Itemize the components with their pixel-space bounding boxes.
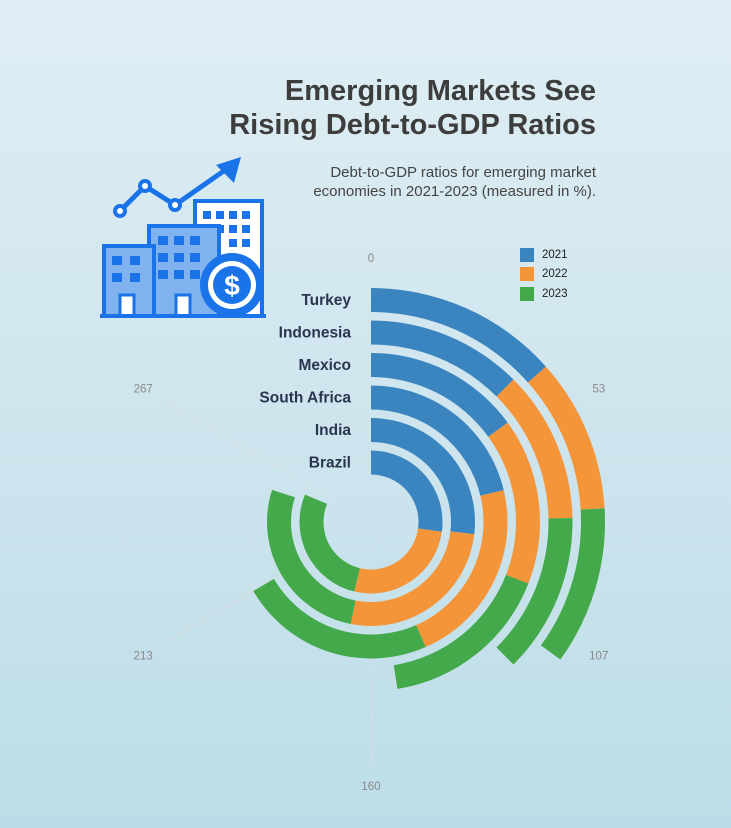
legend-label-2022: 2022 bbox=[542, 268, 568, 281]
bar-segment bbox=[299, 494, 360, 592]
bar-segment bbox=[371, 320, 514, 397]
legend-item-2023: 2023 bbox=[520, 284, 568, 304]
legend-label-2021: 2021 bbox=[542, 248, 568, 261]
bar-segment bbox=[371, 418, 475, 535]
bar-segment bbox=[527, 366, 605, 510]
bar-segment bbox=[267, 489, 356, 625]
bar-segment bbox=[253, 578, 426, 659]
bar-segment bbox=[393, 574, 529, 689]
legend-swatch-2022 bbox=[520, 267, 534, 282]
category-label: Brazil bbox=[309, 455, 351, 472]
axis-tick-label: 160 bbox=[361, 781, 380, 793]
legend-swatch-2023 bbox=[520, 286, 534, 301]
title-line-1: Emerging Markets See bbox=[284, 75, 596, 107]
chart-subtitle: Debt-to-GDP ratios for emerging market e… bbox=[260, 163, 596, 201]
category-label: India bbox=[315, 422, 352, 439]
subtitle-line-2: economies in 2021-2023 (measured in %). bbox=[313, 183, 596, 200]
bar-segment bbox=[354, 528, 442, 594]
axis-tick-label: 213 bbox=[134, 650, 153, 662]
legend: 2021 2022 2023 bbox=[520, 245, 568, 304]
category-label: Turkey bbox=[301, 292, 351, 309]
title-line-2: Rising Debt-to-GDP Ratios bbox=[229, 109, 596, 141]
chart-title: Emerging Markets See Rising Debt-to-GDP … bbox=[180, 74, 596, 142]
bar-segment bbox=[496, 379, 573, 519]
subtitle-line-1: Debt-to-GDP ratios for emerging market bbox=[330, 164, 596, 181]
legend-item-2022: 2022 bbox=[520, 265, 568, 285]
bar-segment bbox=[371, 450, 443, 532]
bar-segment bbox=[540, 508, 605, 660]
axis-tick-label: 0 bbox=[368, 253, 374, 265]
bar-segment bbox=[350, 531, 475, 626]
legend-item-2021: 2021 bbox=[520, 245, 568, 265]
bar-segment bbox=[488, 422, 540, 584]
category-label: Mexico bbox=[298, 357, 351, 374]
svg-text:$: $ bbox=[224, 270, 240, 301]
bar-segment bbox=[416, 490, 508, 648]
legend-label-2023: 2023 bbox=[542, 287, 568, 300]
bar-segment bbox=[371, 288, 546, 383]
category-label: South Africa bbox=[259, 390, 351, 407]
bar-segment bbox=[371, 385, 504, 496]
bar-segment bbox=[371, 353, 508, 437]
axis-tick-label: 53 bbox=[592, 384, 605, 396]
axis-tick-label: 267 bbox=[134, 384, 153, 396]
bar-segment bbox=[496, 518, 573, 665]
axis-line bbox=[160, 398, 329, 498]
legend-swatch-2021 bbox=[520, 247, 534, 262]
economy-buildings-growth-icon: $ bbox=[100, 157, 266, 318]
category-label: Indonesia bbox=[279, 325, 352, 342]
axis-tick-label: 107 bbox=[589, 650, 608, 662]
